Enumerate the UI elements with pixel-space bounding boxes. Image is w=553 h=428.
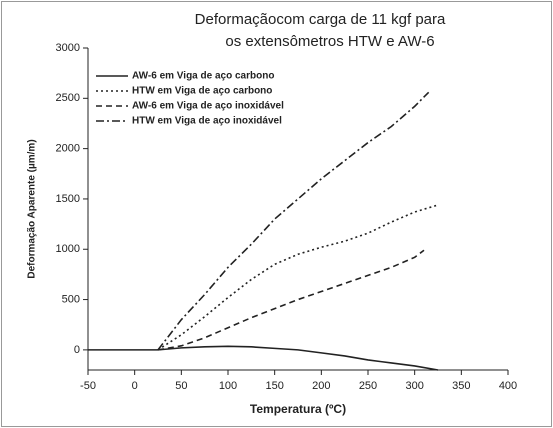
series-line [157,91,430,351]
chart-subtitle: os extensômetros HTW e AW-6 [225,33,434,50]
x-tick-label: 150 [265,380,283,392]
x-tick-label: 250 [359,380,377,392]
y-tick-label: 2500 [56,92,80,104]
y-tick-label: 0 [74,344,80,356]
series-line [157,249,425,351]
y-tick-label: 500 [62,293,80,305]
x-axis-label: Temperatura (ºC) [250,402,346,416]
x-tick-label: 300 [405,380,423,392]
y-tick-label: 1500 [56,193,80,205]
legend-label: HTW em Viga de aço carbono [132,86,272,97]
y-tick-label: 1000 [56,243,80,255]
legend-label: HTW em Viga de aço inoxidável [132,116,282,127]
x-tick-label: 50 [175,380,187,392]
series-line [157,204,439,351]
y-tick-label: 3000 [56,42,80,54]
x-tick-label: 100 [219,380,237,392]
legend-label: AW-6 em Viga de aço carbono [132,71,274,82]
legend-label: AW-6 em Viga de aço inoxidável [132,101,284,112]
chart-title: Deformaçãocom carga de 11 kgf para [195,11,446,28]
x-tick-label: 0 [132,380,138,392]
y-tick-label: 2000 [56,143,80,155]
series-line [88,345,439,371]
x-tick-label: -50 [80,380,96,392]
y-axis-label: Deformação Aparente (µm/m) [27,139,38,278]
x-tick-label: 400 [499,380,517,392]
x-tick-label: 350 [452,380,470,392]
x-tick-label: 200 [312,380,330,392]
